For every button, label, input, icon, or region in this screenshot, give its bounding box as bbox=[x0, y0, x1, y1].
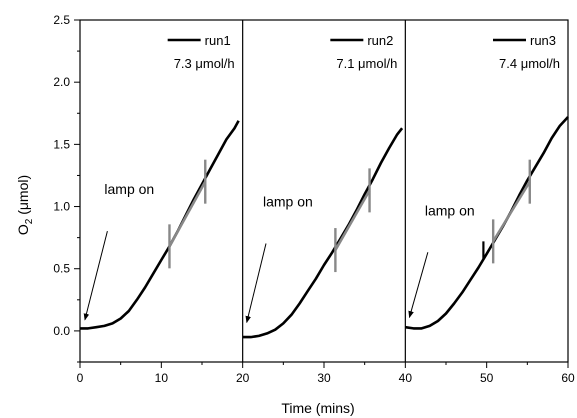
y-tick-label: 2.0 bbox=[53, 75, 70, 89]
y-tick-label: 0.0 bbox=[53, 324, 70, 338]
x-axis-title: Time (mins) bbox=[281, 400, 354, 416]
y-tick-label: 1.5 bbox=[53, 137, 70, 151]
y-tick-label: 2.5 bbox=[53, 13, 70, 27]
y-axis-title-main: O bbox=[15, 224, 31, 235]
series-line-run2 bbox=[242, 127, 404, 339]
rate-label-run1: 7.3 μmol/h bbox=[174, 56, 235, 71]
y-axis-title-subscript: 2 bbox=[24, 218, 35, 224]
x-tick-label: 30 bbox=[317, 371, 331, 385]
lamp-on-arrow-run2 bbox=[245, 243, 267, 324]
x-tick-label: 10 bbox=[155, 371, 169, 385]
x-tick-label: 40 bbox=[399, 371, 413, 385]
fit-line-run3 bbox=[492, 180, 531, 243]
fit-line-run1 bbox=[168, 181, 207, 247]
lamp-on-arrow-run3 bbox=[408, 252, 429, 319]
legend-label-run1: run1 bbox=[205, 33, 231, 48]
x-tick-label: 50 bbox=[480, 371, 494, 385]
rate-label-run2: 7.1 μmol/h bbox=[336, 56, 397, 71]
lamp-on-label-run3: lamp on bbox=[425, 202, 475, 218]
y-axis-title: O2 (μmol) bbox=[15, 175, 35, 235]
y-axis-title-unit: (μmol) bbox=[15, 175, 31, 219]
lamp-on-label-run2: lamp on bbox=[263, 194, 313, 210]
lamp-on-arrow-run1 bbox=[83, 230, 108, 321]
x-tick-label: 60 bbox=[561, 371, 575, 385]
x-tick-label: 20 bbox=[236, 371, 250, 385]
rate-label-run3: 7.4 μmol/h bbox=[499, 56, 560, 71]
legend-label-run2: run2 bbox=[367, 33, 393, 48]
lamp-on-label-run1: lamp on bbox=[104, 181, 154, 197]
fit-line-run2 bbox=[334, 189, 371, 251]
y-tick-label: 1.0 bbox=[53, 200, 70, 214]
series-line-run1 bbox=[80, 120, 240, 330]
y-tick-label: 0.5 bbox=[53, 262, 70, 276]
x-tick-label: 0 bbox=[77, 371, 84, 385]
legend-label-run3: run3 bbox=[530, 33, 556, 48]
series-line-run3 bbox=[405, 116, 569, 330]
